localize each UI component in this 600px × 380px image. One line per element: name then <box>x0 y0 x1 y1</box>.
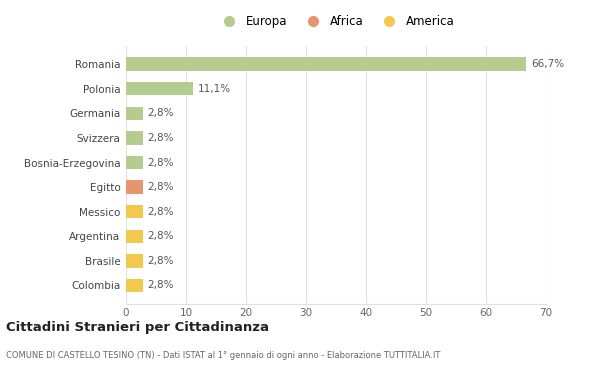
Bar <box>126 279 143 292</box>
Bar <box>126 205 143 218</box>
Text: COMUNE DI CASTELLO TESINO (TN) - Dati ISTAT al 1° gennaio di ogni anno - Elabora: COMUNE DI CASTELLO TESINO (TN) - Dati IS… <box>6 352 440 361</box>
Text: 2,8%: 2,8% <box>148 133 174 143</box>
Bar <box>126 230 143 243</box>
Text: 2,8%: 2,8% <box>148 231 174 241</box>
Text: 2,8%: 2,8% <box>148 256 174 266</box>
Text: 2,8%: 2,8% <box>148 207 174 217</box>
Text: 11,1%: 11,1% <box>197 84 230 94</box>
Text: 66,7%: 66,7% <box>531 59 564 69</box>
Text: Cittadini Stranieri per Cittadinanza: Cittadini Stranieri per Cittadinanza <box>6 321 269 334</box>
Text: 2,8%: 2,8% <box>148 108 174 118</box>
Text: 2,8%: 2,8% <box>148 182 174 192</box>
Bar <box>126 82 193 95</box>
Bar <box>126 180 143 194</box>
Bar <box>126 106 143 120</box>
Bar <box>126 57 526 71</box>
Legend: Europa, Africa, America: Europa, Africa, America <box>212 10 460 33</box>
Bar <box>126 131 143 145</box>
Text: 2,8%: 2,8% <box>148 157 174 168</box>
Bar <box>126 156 143 169</box>
Bar <box>126 254 143 268</box>
Text: 2,8%: 2,8% <box>148 280 174 290</box>
